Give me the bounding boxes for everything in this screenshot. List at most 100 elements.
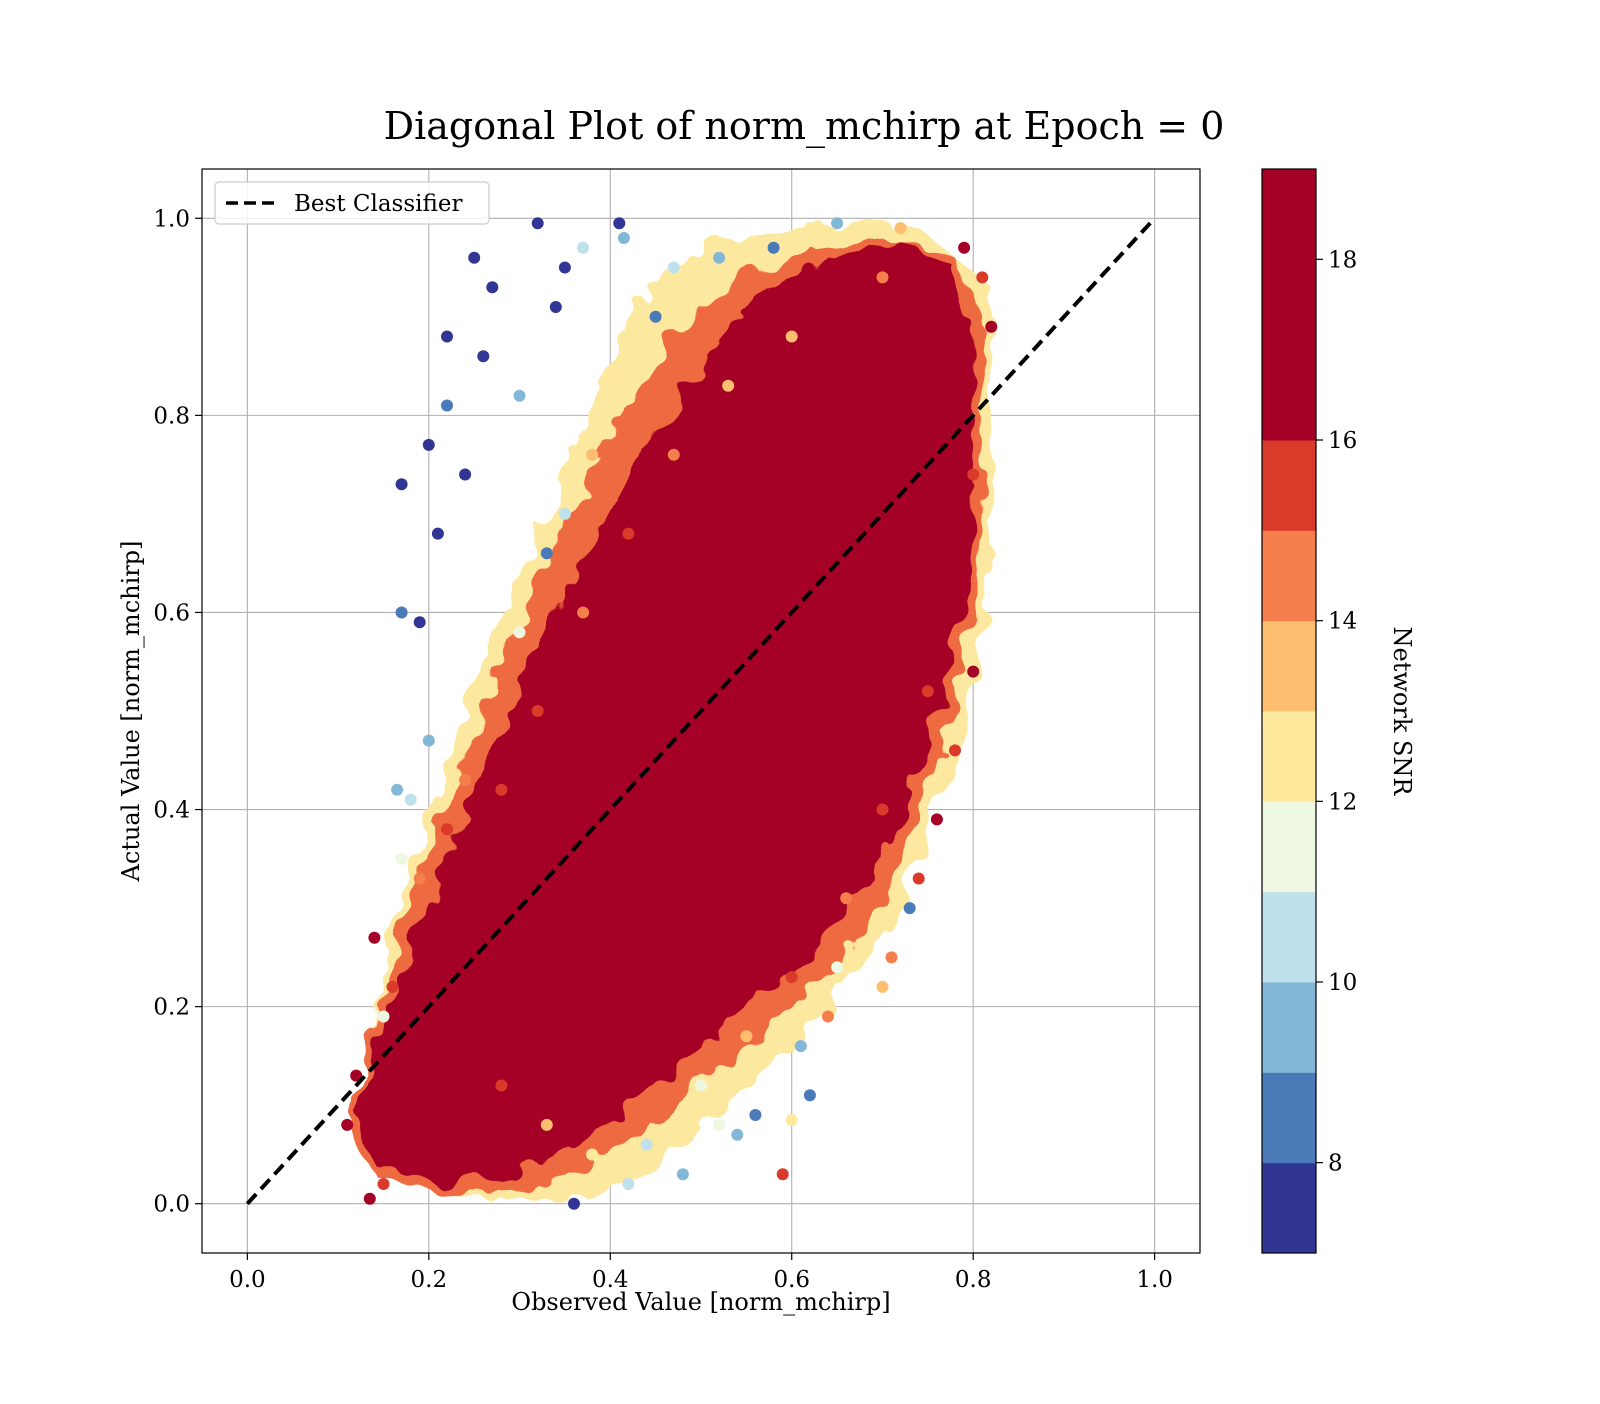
scatter-point-21	[613, 217, 626, 230]
colorbar-label: Network SNR	[1388, 627, 1416, 797]
scatter-point-78	[949, 586, 961, 599]
x-tick-label: 0.2	[411, 1267, 448, 1293]
scatter-point-9	[395, 478, 408, 491]
colorbar-segment-4	[1262, 801, 1316, 893]
scatter-point-73	[740, 1030, 753, 1043]
x-tick-label: 0.0	[229, 1267, 266, 1293]
x-axis-label: Observed Value [norm_mchirp]	[511, 1288, 890, 1316]
density-cloud	[347, 223, 992, 1199]
scatter-point-5	[368, 931, 381, 944]
best-classifier-line	[245, 216, 1157, 1206]
colorbar-segment-5	[1262, 711, 1316, 802]
y-tick-label: 0.0	[153, 1192, 190, 1218]
scatter-point-35	[731, 1128, 744, 1141]
colorbar-segment-7	[1262, 530, 1316, 622]
scatter-point-80	[958, 360, 971, 373]
scatter-point-60	[586, 448, 599, 461]
scatter-point-22	[617, 232, 630, 244]
y-tick-label: 0.4	[153, 798, 190, 824]
scatter-point-48	[967, 665, 980, 678]
colorbar-segment-2	[1262, 982, 1316, 1073]
scatter-point-6	[386, 980, 399, 993]
scatter-point-31	[803, 1089, 816, 1102]
scatter-point-42	[876, 980, 889, 993]
plot-frame	[201, 168, 1201, 1254]
scatter-point-49	[985, 320, 998, 333]
colorbar-segment-3	[1262, 891, 1316, 983]
scatter-point-2	[341, 1118, 354, 1131]
x-tick-label: 0.8	[955, 1267, 992, 1293]
scatter-point-15	[441, 330, 453, 343]
scatter-point-64	[486, 685, 499, 698]
scatter-point-28	[404, 793, 417, 806]
scatter-point-45	[912, 872, 925, 885]
scatter-point-79	[967, 468, 980, 481]
scatter-point-81	[876, 271, 889, 284]
scatter-point-66	[441, 823, 453, 836]
reference-line-group	[245, 216, 1157, 1206]
colorbar: 8 10 12 14 16 18	[1261, 168, 1357, 1254]
scatter-point-37	[676, 1168, 689, 1181]
x-tick-label: 0.4	[592, 1267, 629, 1293]
scatter-point-52	[894, 222, 907, 235]
colorbar-segment-1	[1262, 1072, 1316, 1164]
scatter-point-77	[921, 685, 934, 698]
y-tick-label: 0.2	[153, 995, 190, 1021]
scatter-point-24	[513, 389, 526, 402]
scatter-point-85	[622, 527, 635, 540]
y-axis-ticks: 0.0 0.2 0.4 0.6 0.8 1.0	[153, 206, 202, 1218]
scatter-point-4	[377, 1178, 390, 1190]
x-axis-ticks: 0.0 0.2 0.4 0.6 0.8 1.0	[229, 1253, 1173, 1293]
scatter-point-38	[568, 1197, 580, 1210]
scatter-point-20	[577, 241, 590, 254]
scatter-point-72	[695, 1079, 707, 1092]
scatter-point-84	[667, 448, 680, 461]
colorbar-tick-label: 14	[1328, 609, 1357, 635]
scatter-point-68	[495, 1079, 508, 1092]
scatter-point-46	[930, 813, 943, 826]
scatter-point-18	[531, 217, 544, 230]
colorbar-tick-label: 16	[1328, 428, 1357, 454]
colorbar-tick-label: 12	[1328, 789, 1357, 815]
legend-label-best-classifier: Best Classifier	[294, 191, 462, 217]
density-core	[356, 242, 974, 1184]
scatter-points	[341, 217, 998, 1210]
scatter-point-39	[622, 1178, 635, 1190]
scatter-point-12	[422, 438, 435, 451]
scatter-point-34	[785, 1114, 798, 1126]
scatter-point-74	[785, 971, 798, 984]
scatter-point-14	[441, 399, 453, 412]
scatter-point-76	[876, 803, 889, 816]
scatter-point-29	[395, 852, 408, 865]
y-tick-label: 1.0	[153, 206, 190, 232]
scatter-point-40	[822, 1010, 834, 1023]
scatter-point-55	[767, 241, 780, 254]
scatter-point-33	[794, 1040, 807, 1053]
scatter-point-65	[459, 774, 472, 786]
scatter-point-13	[431, 527, 444, 540]
colorbar-segment-9	[1262, 169, 1316, 441]
scatter-point-41	[831, 961, 844, 974]
scatter-point-44	[903, 902, 916, 915]
scatter-point-51	[958, 241, 971, 254]
colorbar-tick-label: 18	[1328, 247, 1357, 273]
scatter-point-82	[785, 330, 798, 343]
scatter-point-50	[976, 271, 989, 284]
scatter-point-25	[477, 350, 490, 363]
colorbar-tick-label: 10	[1328, 970, 1357, 996]
scatter-point-1	[350, 1069, 363, 1082]
colorbar-segment-6	[1262, 620, 1316, 712]
scatter-point-3	[363, 1192, 376, 1205]
colorbar-frame	[1261, 168, 1317, 1254]
colorbar-tick-label: 8	[1328, 1151, 1343, 1177]
scatter-point-27	[422, 734, 435, 747]
scatter-point-57	[667, 261, 680, 274]
scatter-point-56	[713, 251, 726, 264]
scatter-point-26	[459, 468, 472, 481]
scatter-point-19	[558, 261, 571, 274]
scatter-point-47	[949, 744, 961, 757]
x-tick-label: 1.0	[1136, 1267, 1173, 1293]
scatter-point-30	[776, 1168, 789, 1181]
